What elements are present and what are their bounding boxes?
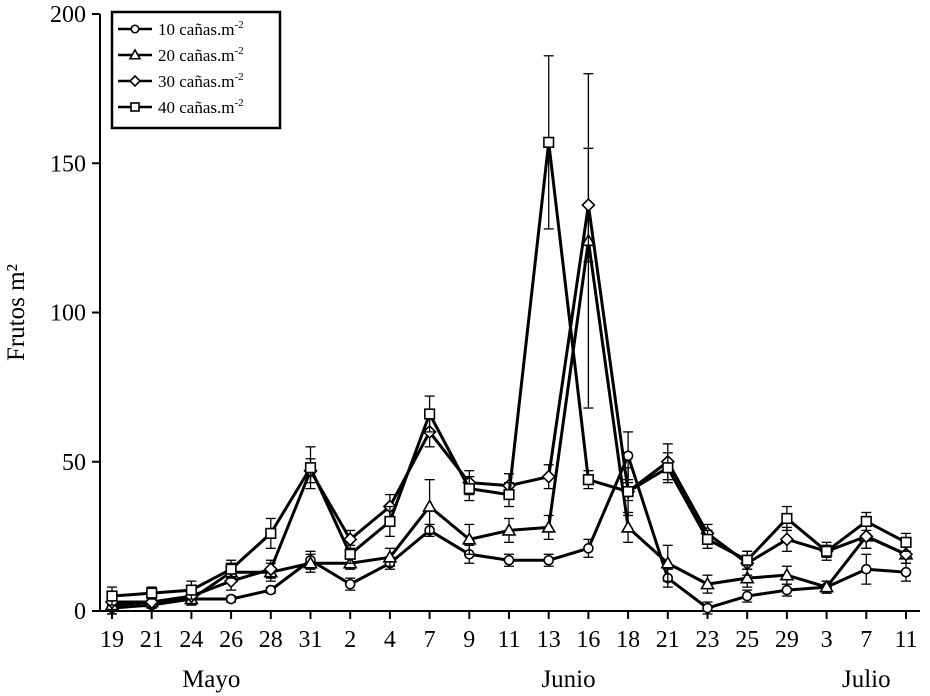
data-point <box>859 529 874 544</box>
x-tick-label: 29 <box>775 627 799 653</box>
data-point <box>146 587 158 599</box>
data-point <box>781 512 793 525</box>
legend-label: 30 cañas.m-2 <box>158 71 244 91</box>
series-layer <box>104 55 914 615</box>
y-tick-label: 50 <box>62 450 86 476</box>
x-tick-label: 25 <box>735 627 759 653</box>
legend-label-superscript: -2 <box>234 71 243 83</box>
data-point <box>384 515 396 528</box>
legend: 10 cañas.m-2 20 cañas.m-2 30 cañas.m-2 40 c… <box>110 10 282 130</box>
x-tick-label: 4 <box>384 627 396 653</box>
x-tick-label: 21 <box>140 627 164 653</box>
data-point <box>820 545 833 557</box>
data-point <box>581 197 596 213</box>
data-point <box>660 555 676 569</box>
x-tick-label: 2 <box>344 627 356 653</box>
series-2 <box>104 73 914 615</box>
data-point <box>265 584 277 596</box>
data-point <box>860 515 872 528</box>
legend-label-superscript: -2 <box>234 45 243 57</box>
data-point <box>503 488 515 501</box>
y-tick-label: 150 <box>50 151 86 177</box>
legend-label: 40 cañas.m-2 <box>158 97 244 117</box>
data-point <box>225 593 237 605</box>
y-tick-label: 0 <box>74 599 86 625</box>
data-point <box>106 590 118 602</box>
x-tick-label: 13 <box>537 627 561 653</box>
month-label: Junio <box>541 666 595 693</box>
data-point <box>620 519 636 533</box>
data-point <box>463 483 475 495</box>
data-point <box>582 474 594 486</box>
data-point <box>543 554 555 566</box>
x-tick-label: 26 <box>219 627 243 653</box>
data-point <box>265 527 277 539</box>
data-point <box>583 543 594 554</box>
data-point <box>461 531 477 545</box>
legend-label-superscript: -2 <box>234 19 243 31</box>
y-tick-label: 100 <box>50 301 86 327</box>
data-point <box>344 578 356 590</box>
y-axis-label: Frutos m² <box>3 264 30 361</box>
x-tick-label: 18 <box>616 627 640 653</box>
x-tick-label: 7 <box>424 627 436 653</box>
data-point <box>739 570 755 584</box>
data-point <box>781 584 793 596</box>
data-point <box>543 136 555 148</box>
series-4 <box>106 55 912 606</box>
x-tick-label: 11 <box>497 627 520 653</box>
data-point <box>344 548 356 560</box>
legend-marker <box>130 102 140 112</box>
data-point <box>501 522 517 536</box>
x-tick-label: 11 <box>894 627 917 653</box>
data-point <box>622 485 634 498</box>
month-label: Julio <box>842 666 891 693</box>
data-point <box>382 549 398 563</box>
data-point <box>900 566 912 578</box>
data-point <box>304 462 317 474</box>
legend-label-superscript: -2 <box>234 97 243 109</box>
data-point <box>860 563 872 575</box>
data-point <box>702 602 713 614</box>
data-point <box>541 519 557 533</box>
data-point <box>225 563 237 575</box>
data-point <box>422 498 437 512</box>
legend-marker <box>128 48 142 60</box>
legend-label: 10 cañas.m-2 <box>158 19 244 39</box>
data-point <box>541 469 556 484</box>
x-tick-label: 21 <box>656 627 680 653</box>
data-point <box>185 584 198 596</box>
x-tick-label: 28 <box>259 627 283 653</box>
x-tick-label: 23 <box>696 627 720 653</box>
data-point <box>779 567 795 581</box>
x-tick-label: 7 <box>860 627 872 653</box>
x-tick-label: 24 <box>179 627 203 653</box>
y-tick-label: 200 <box>50 2 86 28</box>
data-point <box>741 554 753 566</box>
x-tick-label: 31 <box>299 627 323 653</box>
x-tick-label: 3 <box>821 627 833 653</box>
data-point <box>900 536 912 548</box>
legend-label: 20 cañas.m-2 <box>158 45 244 65</box>
data-point <box>423 408 436 420</box>
data-point <box>701 533 714 545</box>
x-tick-label: 19 <box>100 627 124 653</box>
data-point <box>503 554 515 566</box>
data-point <box>700 576 715 590</box>
legend-marker <box>130 24 140 34</box>
data-point <box>662 462 674 474</box>
data-point <box>741 590 753 602</box>
month-label: Mayo <box>182 666 240 693</box>
data-point <box>303 555 318 569</box>
x-tick-label: 16 <box>576 627 600 653</box>
legend-marker <box>128 74 142 88</box>
data-point <box>263 562 278 577</box>
data-point <box>819 579 834 593</box>
x-tick-label: 9 <box>463 627 475 653</box>
data-point <box>779 532 795 547</box>
legend-box <box>110 10 282 130</box>
